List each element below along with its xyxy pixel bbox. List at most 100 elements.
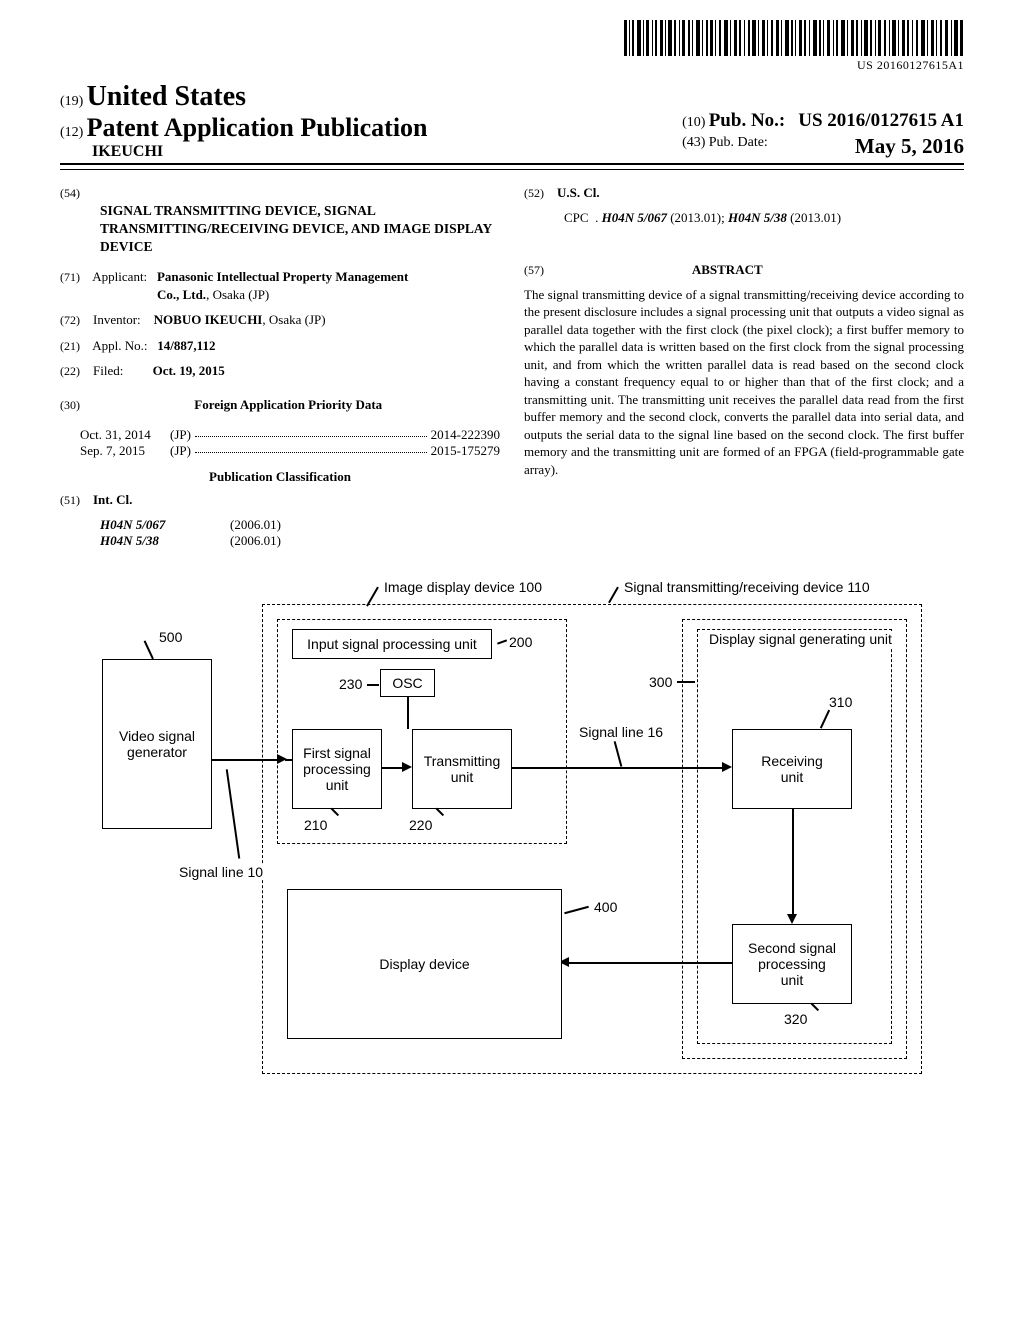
arrow-line xyxy=(212,759,282,761)
box-osc: OSC xyxy=(380,669,435,697)
inventor-num: (72) xyxy=(60,313,80,327)
lead-line xyxy=(144,641,154,660)
lead-line xyxy=(226,769,240,858)
title-num: (54) xyxy=(60,186,80,200)
lead-line xyxy=(608,587,618,603)
lead-line xyxy=(677,681,695,683)
uscl-label: U.S. Cl. xyxy=(557,185,600,200)
intcl-code: H04N 5/38 xyxy=(100,533,230,549)
cpc-year-b: (2013.01) xyxy=(787,210,841,225)
applicant-num: (71) xyxy=(60,270,80,284)
priority-country: (JP) xyxy=(170,427,191,443)
cpc-code-b: H04N 5/38 xyxy=(728,210,787,225)
box-transmitting-unit: Transmitting unit xyxy=(412,729,512,809)
intcl-year: (2006.01) xyxy=(230,517,281,533)
pub-type-prefix: (12) xyxy=(60,125,83,140)
document-header: (19) United States (12) Patent Applicati… xyxy=(60,81,964,165)
arrow-line xyxy=(567,962,732,964)
ref-400: 400 xyxy=(592,899,619,915)
filed-num: (22) xyxy=(60,364,80,378)
label-signal-line-10: Signal line 10 xyxy=(177,864,265,880)
box-display-device: Display device xyxy=(287,889,562,1039)
cpc-line: CPC . H04N 5/067 (2013.01); H04N 5/38 (2… xyxy=(564,210,964,226)
filed-value: Oct. 19, 2015 xyxy=(153,363,225,378)
box-first-signal-processing-unit: First signal processing unit xyxy=(292,729,382,809)
ref-210: 210 xyxy=(302,817,329,833)
left-column: (54) SIGNAL TRANSMITTING DEVICE, SIGNAL … xyxy=(60,184,500,549)
pub-date: May 5, 2016 xyxy=(855,134,964,159)
cpc-label: CPC xyxy=(564,210,589,225)
country: United States xyxy=(87,81,246,112)
applicant-label: Applicant: xyxy=(92,269,147,284)
appl-value: 14/887,112 xyxy=(157,338,215,353)
ref-310: 310 xyxy=(827,694,854,710)
priority-dots xyxy=(195,427,427,437)
author-line: IKEUCHI xyxy=(92,143,428,161)
priority-row: Sep. 7, 2015 (JP) 2015-175279 xyxy=(80,443,500,459)
pub-no-prefix: (10) xyxy=(682,115,705,130)
pub-date-prefix: (43) xyxy=(682,135,705,150)
label-signal-line-16: Signal line 16 xyxy=(577,724,665,740)
figure-container: Image display device 100 Signal transmit… xyxy=(60,579,964,1079)
filed-label: Filed: xyxy=(93,363,123,378)
priority-date: Sep. 7, 2015 xyxy=(80,443,170,459)
arrow-head-icon xyxy=(402,762,412,772)
bibliographic-columns: (54) SIGNAL TRANSMITTING DEVICE, SIGNAL … xyxy=(60,184,964,549)
header-divider xyxy=(60,169,964,170)
invention-title: SIGNAL TRANSMITTING DEVICE, SIGNAL TRANS… xyxy=(100,202,500,257)
box-second-signal-processing-unit: Second signal processing unit xyxy=(732,924,852,1004)
label-image-display-device: Image display device 100 xyxy=(382,579,544,595)
pub-class-heading: Publication Classification xyxy=(60,469,500,485)
ref-230: 230 xyxy=(337,676,364,692)
priority-date: Oct. 31, 2014 xyxy=(80,427,170,443)
intcl-num: (51) xyxy=(60,493,80,507)
appl-label: Appl. No.: xyxy=(92,338,147,353)
box-dsgu-label: Display signal generating unit xyxy=(707,631,894,648)
block-diagram: Image display device 100 Signal transmit… xyxy=(102,579,922,1079)
arrow-head-icon xyxy=(787,914,797,924)
box-receiving-unit: Receiving unit xyxy=(732,729,852,809)
ref-200: 200 xyxy=(507,634,534,650)
barcode-region: US 20160127615A1 xyxy=(60,20,964,73)
inventor-label: Inventor: xyxy=(93,312,141,327)
applicant-loc: , Osaka (JP) xyxy=(206,287,269,302)
arrow-line xyxy=(285,759,292,761)
pub-no: US 2016/0127615 A1 xyxy=(798,110,964,131)
abstract-num: (57) xyxy=(524,263,544,277)
cpc-year-a: (2013.01); xyxy=(667,210,728,225)
abstract-heading: ABSTRACT xyxy=(547,262,907,278)
ref-500: 500 xyxy=(157,629,184,645)
uscl-num: (52) xyxy=(524,186,544,200)
applicant-name: Panasonic Intellectual Property Manageme… xyxy=(157,269,408,302)
pub-type: Patent Application Publication xyxy=(87,113,428,142)
intcl-code: H04N 5/067 xyxy=(100,517,230,533)
arrow-line xyxy=(407,697,409,729)
intcl-label: Int. Cl. xyxy=(93,492,132,507)
box-ispu-label: Input signal processing unit xyxy=(292,629,492,659)
priority-dots xyxy=(195,443,427,453)
ref-300: 300 xyxy=(647,674,674,690)
ref-320: 320 xyxy=(782,1011,809,1027)
box-video-signal-generator: Video signal generator xyxy=(102,659,212,829)
intcl-row: H04N 5/067 (2006.01) xyxy=(100,517,500,533)
priority-num: (30) xyxy=(60,398,80,412)
barcode: US 20160127615A1 xyxy=(624,20,964,73)
priority-appnum: 2015-175279 xyxy=(431,443,500,459)
priority-appnum: 2014-222390 xyxy=(431,427,500,443)
intcl-year: (2006.01) xyxy=(230,533,281,549)
abstract-text: The signal transmitting device of a sign… xyxy=(524,286,964,479)
barcode-text: US 20160127615A1 xyxy=(624,58,964,73)
inventor-loc: , Osaka (JP) xyxy=(262,312,325,327)
country-prefix: (19) xyxy=(60,94,83,109)
priority-heading: Foreign Application Priority Data xyxy=(123,396,453,414)
inventor-name: NOBUO IKEUCHI xyxy=(154,312,263,327)
appl-num-label: (21) xyxy=(60,339,80,353)
priority-row: Oct. 31, 2014 (JP) 2014-222390 xyxy=(80,427,500,443)
cpc-code-a: H04N 5/067 xyxy=(602,210,667,225)
pub-date-label: Pub. Date: xyxy=(709,135,768,150)
ref-220: 220 xyxy=(407,817,434,833)
lead-line xyxy=(367,684,379,686)
pub-no-label: Pub. No.: xyxy=(709,110,786,131)
arrow-line xyxy=(792,809,794,919)
priority-country: (JP) xyxy=(170,443,191,459)
